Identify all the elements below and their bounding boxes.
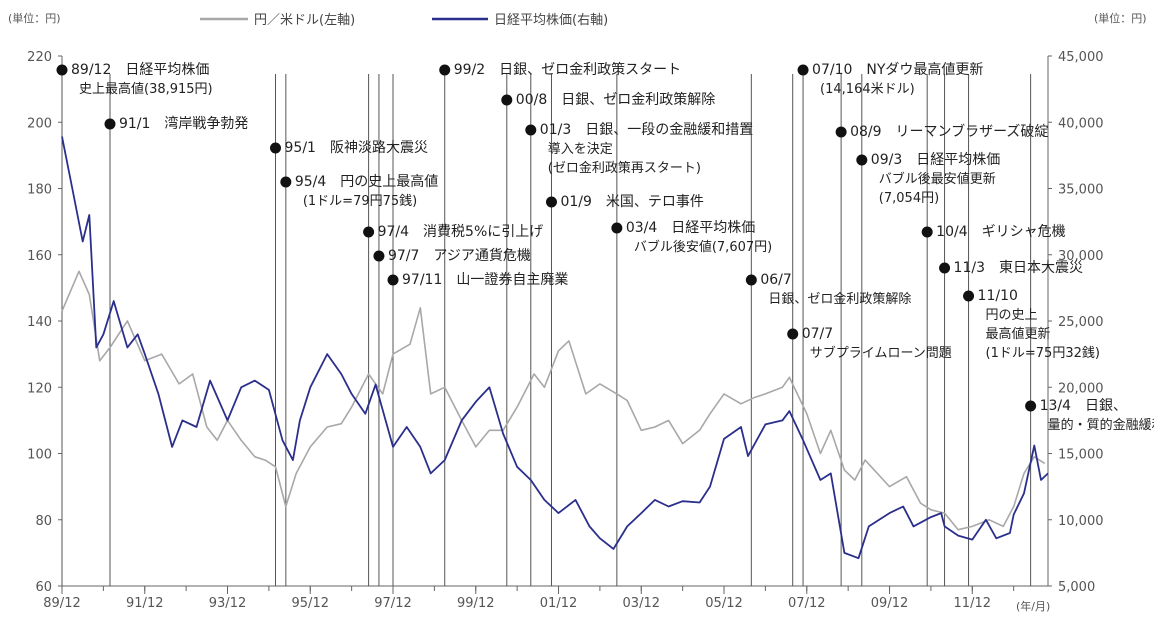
event-label: 06/7	[760, 272, 791, 288]
right-tick-label: 20,000	[1058, 381, 1104, 396]
x-tick-label: 93/12	[209, 596, 246, 611]
right-tick-label: 15,000	[1058, 448, 1104, 463]
event-label: (7,054円)	[879, 191, 939, 206]
legend-label-nikkei: 日経平均株価(右軸)	[494, 13, 608, 28]
event-dot	[57, 65, 68, 76]
event-label: 最高値更新	[986, 326, 1051, 342]
x-tick-label: 99/12	[457, 596, 494, 611]
event-lines	[62, 74, 1031, 586]
event-dot	[611, 223, 622, 234]
event-dot	[363, 227, 374, 238]
x-tick-label: 89/12	[43, 596, 80, 611]
legend: 円／米ドル(左軸) 日経平均株価(右軸)	[200, 13, 608, 28]
event-dot	[373, 251, 384, 262]
event-label: サブプライムローン問題	[810, 345, 952, 361]
event-label: 89/12 日経平均株価	[71, 62, 209, 78]
event-dot	[1025, 401, 1036, 412]
x-tick-label: 05/12	[705, 596, 742, 611]
right-tick-label: 5,000	[1058, 580, 1095, 595]
event-label: 11/10	[978, 288, 1018, 304]
event-dot	[787, 329, 798, 340]
event-dot	[439, 65, 450, 76]
event-label: 00/8 日銀、ゼロ金利政策解除	[516, 91, 715, 108]
event-dot	[501, 95, 512, 106]
event-label: バブル後最安値更新	[879, 171, 996, 187]
event-dot	[270, 143, 281, 154]
event-label: 97/4 消費税5%に引上げ	[378, 224, 544, 240]
left-tick-label: 160	[27, 249, 52, 264]
event-label: 07/7	[802, 326, 833, 342]
x-tick-label: 97/12	[374, 596, 411, 611]
series-line-yen	[62, 271, 1045, 529]
event-dot	[856, 155, 867, 166]
right-tick-label: 25,000	[1058, 315, 1104, 330]
event-label: 95/1 阪神淡路大震災	[285, 140, 428, 156]
event-label: 03/4 日経平均株価	[626, 220, 755, 236]
left-tick-label: 220	[27, 50, 52, 65]
event-label: 09/3 日経平均株価	[871, 152, 1000, 168]
event-label: 13/4 日銀、	[1040, 398, 1127, 414]
event-dot	[798, 65, 809, 76]
event-label: 日銀、ゼロ金利政策解除	[768, 291, 911, 307]
left-axis-unit: (単位：円)	[8, 11, 61, 25]
left-tick-label: 80	[35, 514, 52, 529]
event-dot	[388, 275, 399, 286]
event-label: 01/9 米国、テロ事件	[560, 194, 703, 210]
event-dot	[546, 197, 557, 208]
right-axis-unit: (単位：円)	[1094, 11, 1147, 25]
event-label: バブル後安値(7,607円)	[634, 239, 772, 255]
event-label: (1ドル=79円75銭)	[303, 194, 417, 209]
event-label: 11/3 東日本大震災	[954, 260, 1083, 276]
event-dot	[922, 227, 933, 238]
event-dot	[280, 177, 291, 188]
event-dot	[104, 119, 115, 130]
event-label: (1ドル=75円32銭)	[986, 346, 1100, 361]
left-tick-label: 120	[27, 381, 52, 396]
event-dot	[746, 275, 757, 286]
event-label: (ゼロ金利政策再スタート)	[548, 160, 701, 176]
x-tick-label: 01/12	[540, 596, 577, 611]
right-tick-label: 10,000	[1058, 514, 1104, 529]
event-dot	[963, 291, 974, 302]
right-tick-label: 35,000	[1058, 183, 1104, 198]
right-tick-label: 45,000	[1058, 50, 1104, 65]
event-dot	[525, 125, 536, 136]
left-tick-label: 180	[27, 183, 52, 198]
left-tick-label: 140	[27, 315, 52, 330]
x-tick-label: 91/12	[126, 596, 163, 611]
event-label: 95/4 円の史上最高値	[295, 173, 438, 190]
x-tick-label: 09/12	[871, 596, 908, 611]
event-label: 史上最高値(38,915円)	[79, 81, 213, 97]
event-label: 07/10 NYダウ最高値更新	[812, 61, 983, 78]
event-label: 97/7 アジア通貨危機	[388, 247, 531, 264]
left-tick-label: 100	[27, 448, 52, 463]
event-label: 導入を決定	[548, 142, 613, 157]
left-tick-label: 200	[27, 116, 52, 131]
event-dot	[939, 263, 950, 274]
event-label: 99/2 日銀、ゼロ金利政策スタート	[454, 61, 681, 78]
event-label: 91/1 湾岸戦争勃発	[119, 115, 248, 132]
event-label: 08/9 リーマンブラザーズ破綻	[850, 123, 1048, 140]
event-label: 10/4 ギリシャ危機	[936, 224, 1065, 240]
left-tick-label: 60	[35, 580, 52, 595]
right-tick-label: 40,000	[1058, 116, 1104, 131]
x-tick-label: 07/12	[788, 596, 825, 611]
x-axis-unit: (年/月)	[1016, 599, 1050, 613]
event-dot	[836, 127, 847, 138]
x-tick-label: 95/12	[292, 596, 329, 611]
event-label: (14,164米ドル)	[820, 82, 915, 97]
x-tick-label: 11/12	[954, 596, 991, 611]
legend-label-yen: 円／米ドル(左軸)	[254, 13, 355, 28]
event-label: 量的・質的金融緩和	[1048, 417, 1154, 433]
event-label: 01/3 日銀、一段の金融緩和措置	[540, 122, 753, 138]
x-tick-label: 03/12	[623, 596, 660, 611]
event-label: 97/11 山一證券自主廃業	[402, 271, 568, 288]
event-label: 円の史上	[986, 308, 1038, 323]
